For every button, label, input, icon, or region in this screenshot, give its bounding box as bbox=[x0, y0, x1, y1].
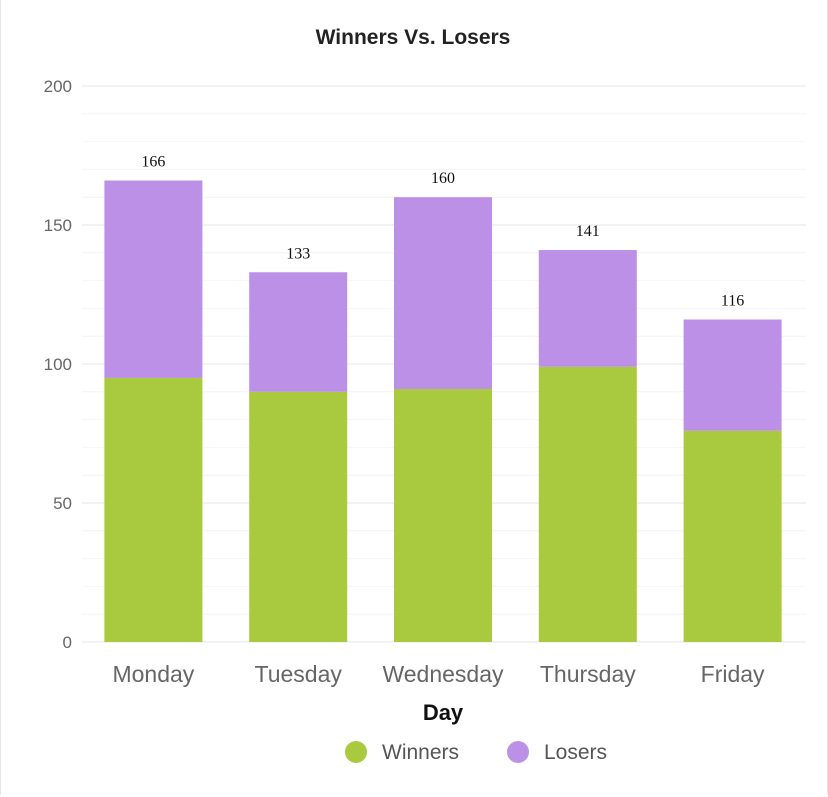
y-axis-ticks: 0 50 100 150 200 bbox=[44, 77, 72, 652]
x-tick-label: Monday bbox=[112, 661, 194, 687]
bar-losers-thursday bbox=[538, 250, 637, 367]
chart-title: Winners Vs. Losers bbox=[316, 26, 511, 49]
x-tick-label: Friday bbox=[701, 661, 765, 687]
y-tick-label: 100 bbox=[44, 355, 72, 374]
legend-swatch-winners bbox=[345, 741, 367, 763]
total-label: 160 bbox=[431, 170, 455, 187]
total-label: 166 bbox=[141, 154, 165, 171]
x-tick-label: Thursday bbox=[540, 661, 636, 687]
bars bbox=[104, 180, 782, 642]
legend-label-losers: Losers bbox=[544, 741, 607, 764]
y-tick-label: 200 bbox=[44, 77, 72, 96]
x-tick-label: Wednesday bbox=[382, 661, 504, 687]
bar-winners-tuesday bbox=[249, 391, 348, 642]
total-label: 141 bbox=[576, 223, 600, 240]
total-labels: 166 133 160 141 116 bbox=[141, 154, 744, 310]
bar-losers-wednesday bbox=[394, 197, 492, 390]
bar-losers-monday bbox=[104, 180, 203, 378]
legend-swatch-losers bbox=[507, 741, 529, 763]
bar-losers-tuesday bbox=[249, 272, 348, 392]
x-axis-title: Day bbox=[423, 700, 464, 725]
legend-label-winners: Winners bbox=[382, 741, 459, 764]
y-tick-label: 150 bbox=[44, 216, 72, 235]
bar-winners-monday bbox=[104, 377, 203, 642]
y-tick-label: 0 bbox=[63, 633, 72, 652]
bar-losers-friday bbox=[683, 319, 782, 431]
x-tick-label: Tuesday bbox=[255, 661, 343, 687]
bar-winners-friday bbox=[683, 430, 782, 642]
total-label: 116 bbox=[721, 293, 744, 310]
bar-winners-thursday bbox=[538, 366, 637, 642]
total-label: 133 bbox=[286, 245, 310, 262]
legend: Winners Losers bbox=[345, 741, 607, 764]
y-tick-label: 50 bbox=[53, 494, 72, 513]
x-axis-ticks: Monday Tuesday Wednesday Thursday Friday bbox=[112, 661, 765, 687]
bar-winners-wednesday bbox=[394, 389, 492, 642]
